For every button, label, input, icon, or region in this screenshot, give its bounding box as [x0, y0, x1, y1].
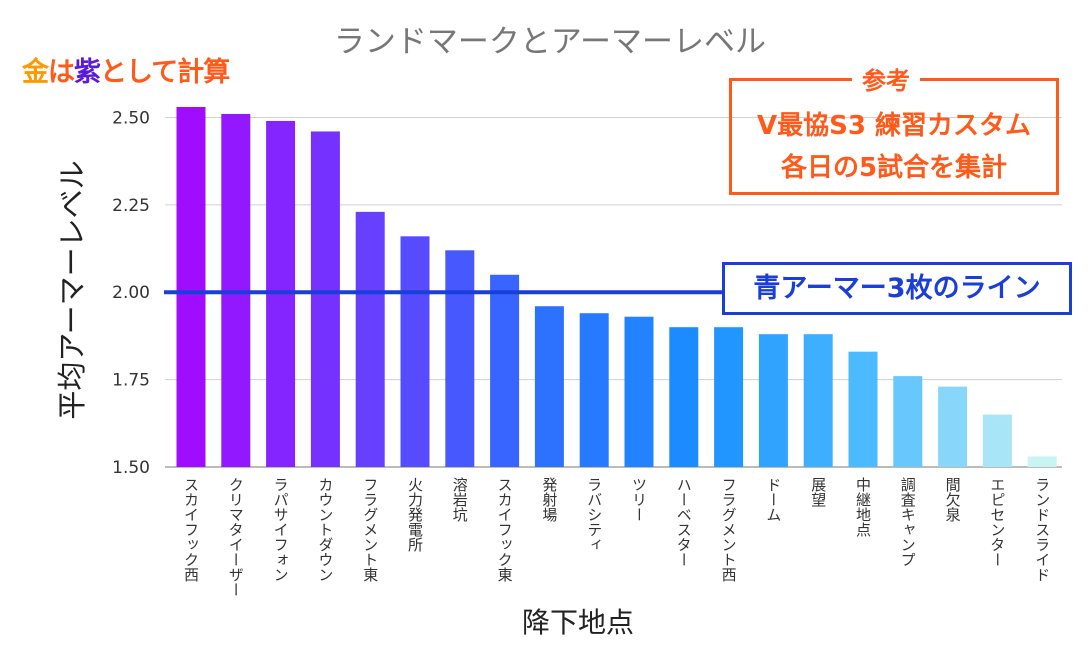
- x-tick-label: ランドスライド: [1033, 477, 1051, 582]
- bar: [758, 334, 788, 467]
- y-tick-label: 2.25: [112, 196, 150, 216]
- bar: [714, 327, 744, 467]
- x-tick-labels: スカイフック西 クリマタイーザー ラパサイフォン カウントダウン フラグメント東 火力発電…: [182, 477, 1051, 597]
- bar: [579, 313, 609, 467]
- x-tick-label: ラパサイフォン: [272, 477, 290, 582]
- bar: [176, 106, 206, 467]
- x-tick-label: フラグメント東: [361, 477, 379, 582]
- y-axis-label: 平均アーマーレベル: [55, 160, 89, 419]
- gold-char: 金: [22, 57, 49, 88]
- x-tick-label: 発射場: [540, 477, 558, 522]
- bar: [534, 306, 564, 467]
- ha-char: は: [48, 57, 75, 88]
- note-rest: として計算: [100, 57, 230, 88]
- bar: [803, 334, 833, 467]
- x-tick-label: 調査キャンプ: [899, 477, 917, 567]
- x-tick-label: スカイフック東: [496, 477, 514, 582]
- bar: [893, 376, 923, 467]
- bar: [400, 236, 430, 467]
- bar: [848, 351, 878, 467]
- x-tick-label: フラグメント西: [720, 477, 738, 582]
- bar: [490, 274, 520, 467]
- purple-char: 紫: [74, 57, 101, 88]
- bar: [982, 414, 1012, 467]
- reference-line-label: 青アーマー3枚のライン: [722, 262, 1072, 315]
- x-tick-label: ツリー: [630, 477, 648, 522]
- y-tick-label: 1.75: [112, 371, 150, 391]
- x-tick-label: 展望: [809, 477, 827, 507]
- y-tick-label: 2.50: [112, 108, 150, 128]
- bar: [445, 250, 475, 467]
- x-tick-label: クリマタイーザー: [227, 477, 245, 597]
- x-tick-label: 中継地点: [854, 477, 872, 537]
- x-tick-label: スカイフック西: [182, 477, 200, 582]
- reference-line-1: V最協S3 練習カスタム: [757, 111, 1031, 141]
- x-tick-label: 火力発電所: [406, 477, 424, 552]
- x-tick-label: 間欠泉: [944, 477, 962, 522]
- x-tick-label: カウントダウン: [316, 477, 334, 582]
- reference-box: 参考 V最協S3 練習カスタム 各日の5試合を集計: [729, 61, 1059, 195]
- x-tick-label: ラバシティ: [585, 477, 603, 552]
- bar: [669, 327, 699, 467]
- x-tick-label: ドーム: [764, 477, 782, 522]
- x-tick-label: エピセンター: [988, 477, 1006, 567]
- reference-line-2: 各日の5試合を集計: [780, 153, 1008, 183]
- reference-title: 参考: [852, 61, 920, 96]
- bar: [355, 211, 385, 467]
- chart-title: ランドマークとアーマーレベル: [334, 24, 766, 60]
- x-tick-label: ハーベスター: [675, 477, 693, 567]
- bar: [938, 386, 968, 467]
- y-tick-label: 1.50: [112, 458, 150, 478]
- x-axis-label: 降下地点: [522, 606, 634, 639]
- gold-as-purple-note: 金は紫として計算: [22, 50, 230, 89]
- y-tick-label: 2.00: [112, 283, 150, 303]
- bar: [624, 316, 654, 467]
- bar: [310, 131, 340, 467]
- x-tick-label: 溶岩坑: [451, 477, 469, 523]
- bar: [1027, 456, 1057, 467]
